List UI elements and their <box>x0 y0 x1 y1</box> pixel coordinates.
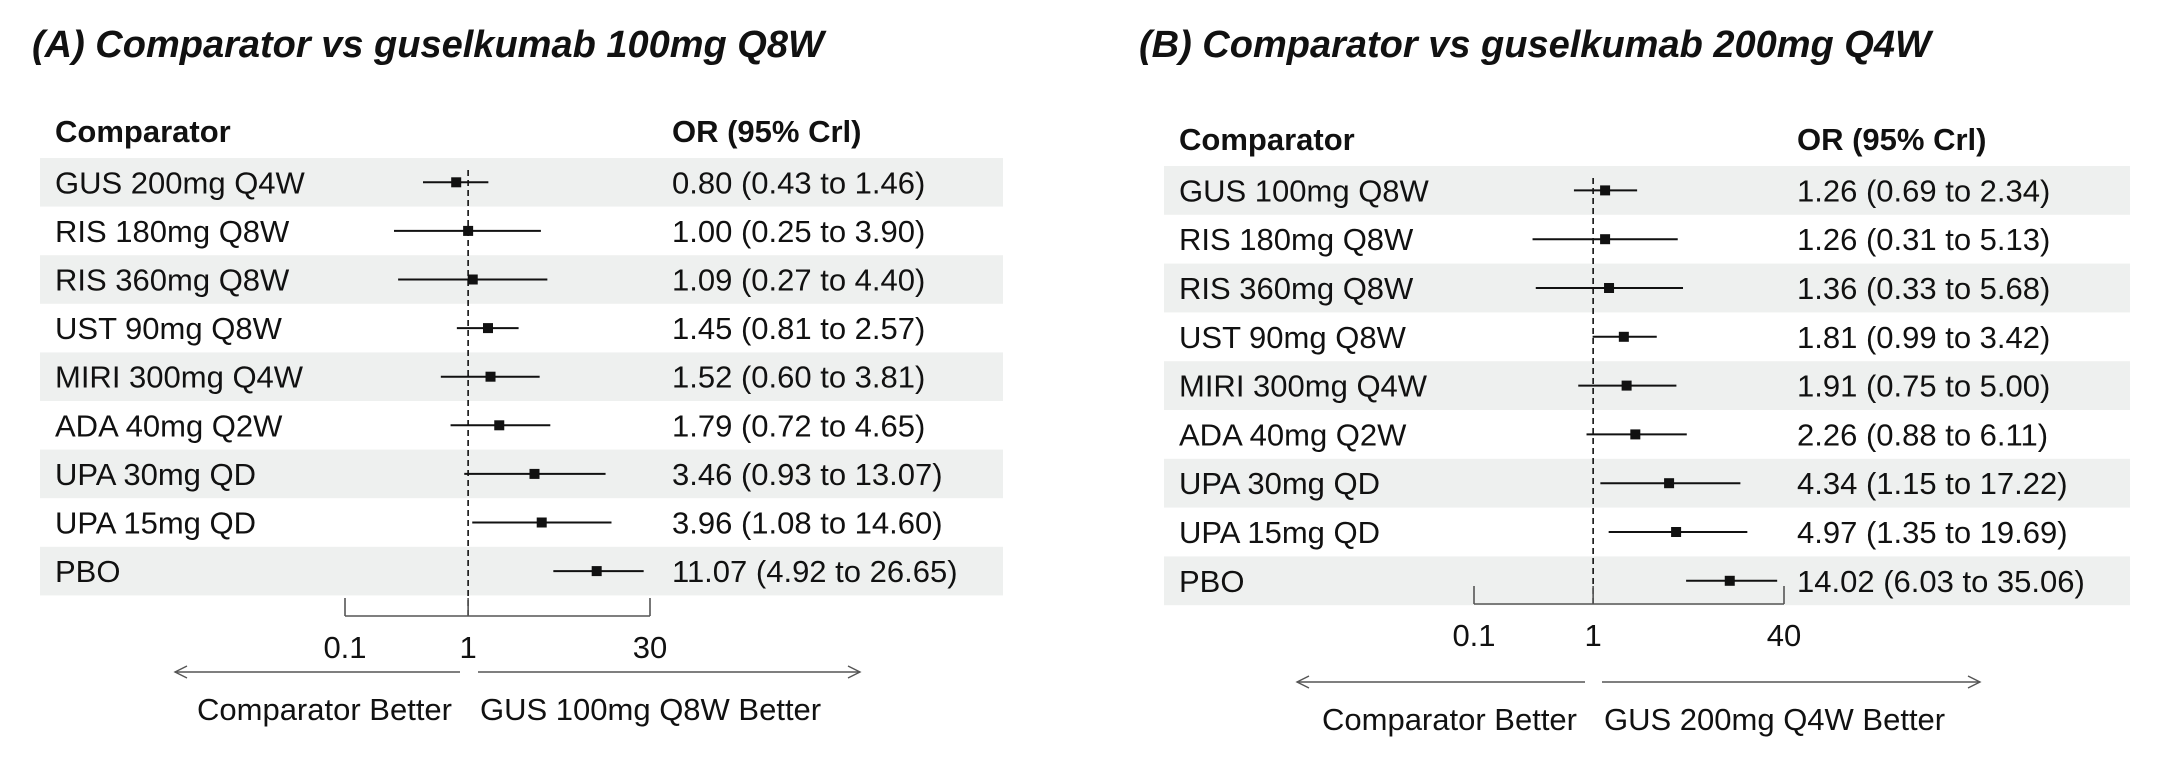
or-value: 1.52 (0.60 to 3.81) <box>672 360 925 395</box>
or-value: 1.91 (0.75 to 5.00) <box>1797 369 2050 404</box>
or-value: 1.36 (0.33 to 5.68) <box>1797 271 2050 306</box>
row-label: MIRI 300mg Q4W <box>55 360 304 395</box>
or-value: 4.34 (1.15 to 17.22) <box>1797 466 2068 501</box>
or-value: 1.00 (0.25 to 3.90) <box>672 214 925 249</box>
point-estimate <box>1671 527 1682 537</box>
row-label: ADA 40mg Q2W <box>55 408 283 443</box>
x-tick-label: 1 <box>1585 618 1602 653</box>
x-tick-label: 1 <box>460 630 477 665</box>
row-label: UST 90mg Q8W <box>55 311 283 346</box>
arrow-left-label: Comparator Better <box>1322 702 1577 737</box>
forest-plot-a: Comparator OR (95% Crl) GUS 200mg Q4W 0.80 … <box>40 114 1003 727</box>
arrow-right-label: GUS 200mg Q4W Better <box>1604 702 1945 737</box>
panel-title: (A) Comparator vs guselkumab 100mg Q8W <box>32 24 824 66</box>
row-label: RIS 180mg Q8W <box>1179 222 1414 257</box>
point-estimate <box>529 468 540 479</box>
point-estimate <box>1600 234 1611 245</box>
x-tick-label: 30 <box>633 630 667 665</box>
x-tick-label: 40 <box>1767 618 1801 653</box>
point-estimate <box>482 323 493 334</box>
point-estimate <box>463 225 474 236</box>
point-estimate <box>536 517 547 528</box>
column-header-or: OR (95% Crl) <box>672 114 861 149</box>
forest-panel-b: (B) Comparator vs guselkumab 200mg Q4W C… <box>1080 0 2160 752</box>
row-label: RIS 360mg Q8W <box>1179 271 1414 306</box>
point-estimate <box>1604 283 1615 293</box>
or-value: 11.07 (4.92 to 26.65) <box>672 554 958 589</box>
point-estimate <box>1724 575 1735 586</box>
row-label: PBO <box>1179 564 1244 599</box>
row-stripe <box>1164 556 2130 606</box>
or-value: 3.96 (1.08 to 14.60) <box>672 506 943 541</box>
forest-plot-b: Comparator OR (95% Crl) GUS 100mg Q8W 1.26 … <box>1164 122 2130 737</box>
point-estimate <box>494 420 505 431</box>
or-value: 4.97 (1.35 to 19.69) <box>1797 515 2068 550</box>
panel-title: (B) Comparator vs guselkumab 200mg Q4W <box>1139 24 1931 66</box>
column-header-comparator: Comparator <box>1179 122 1355 157</box>
row-label: MIRI 300mg Q4W <box>1179 369 1428 404</box>
row-label: UPA 15mg QD <box>1179 515 1380 550</box>
point-estimate <box>1621 380 1632 391</box>
point-estimate <box>485 371 496 382</box>
or-value: 1.45 (0.81 to 2.57) <box>672 311 925 346</box>
point-estimate <box>1630 429 1641 440</box>
row-label: UPA 30mg QD <box>1179 466 1380 501</box>
x-tick-label: 0.1 <box>1452 618 1495 653</box>
row-label: RIS 360mg Q8W <box>55 263 290 298</box>
row-label: ADA 40mg Q2W <box>1179 417 1407 452</box>
row-label: RIS 180mg Q8W <box>55 214 290 249</box>
arrow-right-head <box>847 665 862 679</box>
point-estimate <box>467 274 478 285</box>
or-value: 14.02 (6.03 to 35.06) <box>1797 564 2085 599</box>
row-label: UST 90mg Q8W <box>1179 320 1407 355</box>
column-header-comparator: Comparator <box>55 114 231 149</box>
point-estimate <box>1618 331 1629 342</box>
or-value: 1.81 (0.99 to 3.42) <box>1797 320 2050 355</box>
point-estimate <box>1664 478 1675 489</box>
or-value: 1.79 (0.72 to 4.65) <box>672 408 925 443</box>
or-value: 0.80 (0.43 to 1.46) <box>672 165 925 200</box>
point-estimate <box>591 566 602 577</box>
or-value: 1.26 (0.31 to 5.13) <box>1797 222 2050 257</box>
arrow-left-label: Comparator Better <box>197 692 452 727</box>
row-stripe <box>1164 166 2130 215</box>
row-label: GUS 100mg Q8W <box>1179 173 1430 208</box>
row-label: GUS 200mg Q4W <box>55 165 306 200</box>
arrow-right-label: GUS 100mg Q8W Better <box>480 692 821 727</box>
forest-panel-a: (A) Comparator vs guselkumab 100mg Q8W C… <box>0 0 1080 752</box>
x-tick-label: 0.1 <box>323 630 366 665</box>
or-value: 1.09 (0.27 to 4.40) <box>672 263 925 298</box>
or-value: 2.26 (0.88 to 6.11) <box>1797 417 2048 452</box>
row-stripe <box>40 158 1003 207</box>
arrow-right-head <box>1967 675 1982 689</box>
or-value: 3.46 (0.93 to 13.07) <box>672 457 943 492</box>
row-label: UPA 30mg QD <box>55 457 256 492</box>
arrow-left-head <box>1295 675 1310 689</box>
column-header-or: OR (95% Crl) <box>1797 122 1986 157</box>
row-label: UPA 15mg QD <box>55 506 256 541</box>
arrow-left-head <box>173 665 188 679</box>
or-value: 1.26 (0.69 to 2.34) <box>1797 173 2050 208</box>
row-label: PBO <box>55 554 120 589</box>
point-estimate <box>451 177 462 188</box>
row-stripe <box>40 546 1003 596</box>
point-estimate <box>1600 185 1611 196</box>
